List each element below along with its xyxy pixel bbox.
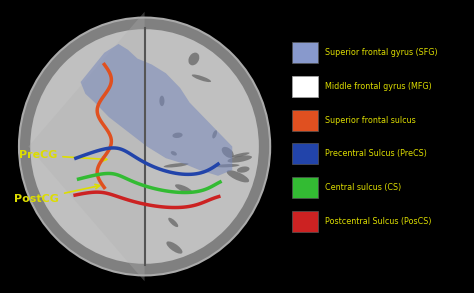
FancyBboxPatch shape bbox=[292, 143, 318, 164]
Ellipse shape bbox=[168, 218, 178, 227]
Ellipse shape bbox=[188, 53, 199, 65]
Text: Superior frontal gyrus (SFG): Superior frontal gyrus (SFG) bbox=[325, 48, 438, 57]
Ellipse shape bbox=[175, 184, 192, 193]
Text: PostCG: PostCG bbox=[14, 184, 100, 204]
FancyBboxPatch shape bbox=[292, 110, 318, 131]
FancyBboxPatch shape bbox=[292, 211, 318, 232]
Ellipse shape bbox=[164, 163, 189, 168]
Text: Precentral Sulcus (PreCS): Precentral Sulcus (PreCS) bbox=[325, 149, 427, 158]
Ellipse shape bbox=[212, 130, 217, 139]
Ellipse shape bbox=[228, 155, 252, 163]
Ellipse shape bbox=[171, 151, 177, 156]
Ellipse shape bbox=[222, 147, 234, 158]
Ellipse shape bbox=[227, 170, 249, 183]
Text: Superior frontal sulcus: Superior frontal sulcus bbox=[325, 116, 415, 125]
Polygon shape bbox=[81, 44, 232, 176]
Text: Middle frontal gyrus (MFG): Middle frontal gyrus (MFG) bbox=[325, 82, 431, 91]
Ellipse shape bbox=[166, 241, 182, 254]
FancyBboxPatch shape bbox=[292, 76, 318, 97]
Ellipse shape bbox=[173, 132, 182, 138]
Ellipse shape bbox=[159, 96, 164, 106]
Ellipse shape bbox=[215, 164, 239, 167]
FancyBboxPatch shape bbox=[292, 177, 318, 198]
FancyBboxPatch shape bbox=[292, 42, 318, 63]
Ellipse shape bbox=[30, 29, 259, 264]
Text: Central sulcus (CS): Central sulcus (CS) bbox=[325, 183, 401, 192]
Polygon shape bbox=[28, 12, 145, 281]
Text: Postcentral Sulcus (PosCS): Postcentral Sulcus (PosCS) bbox=[325, 217, 431, 226]
Ellipse shape bbox=[192, 74, 211, 82]
Text: PreCG: PreCG bbox=[19, 150, 107, 161]
Ellipse shape bbox=[231, 152, 249, 157]
Ellipse shape bbox=[237, 166, 249, 173]
Ellipse shape bbox=[19, 18, 270, 275]
